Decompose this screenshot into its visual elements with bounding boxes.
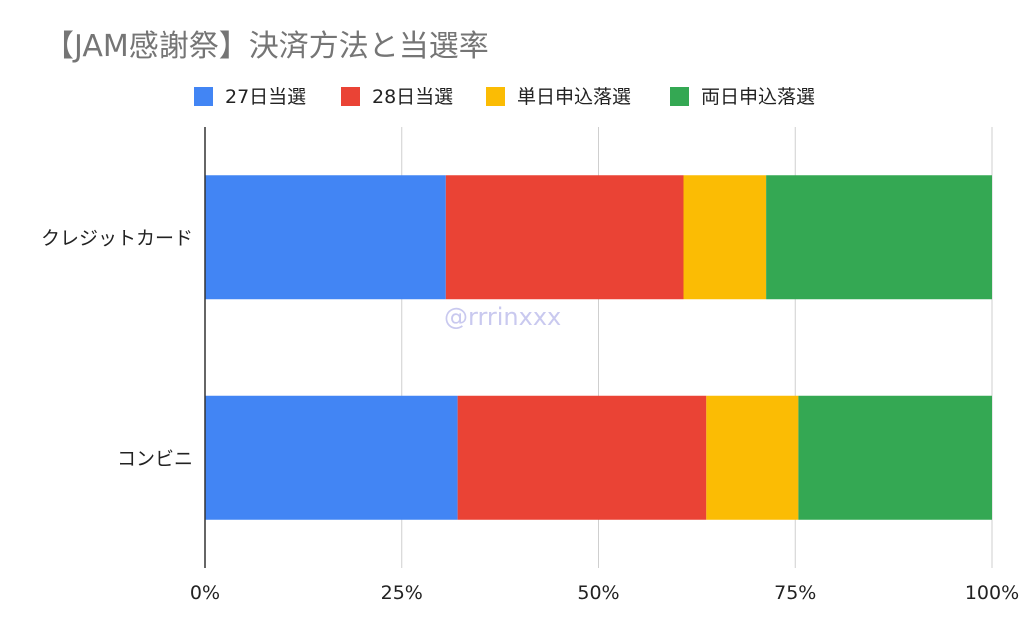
bar-1-series-2 [445,175,684,300]
category-label-2: コンビニ [117,448,193,470]
bar-2-series-1 [205,395,458,520]
bars [205,175,992,520]
bar-1-series-3 [683,175,767,300]
legend-swatch-1 [194,87,213,106]
x-tick-label-2: 50% [577,582,619,604]
legend-item-1: 27日当選 [194,86,306,108]
legend-label-1: 27日当選 [225,86,306,108]
bar-2-series-4 [798,395,992,520]
x-tick-label-1: 25% [381,582,423,604]
bar-1-series-1 [205,175,446,300]
legend-swatch-3 [486,87,505,106]
legend-label-4: 両日申込落選 [701,86,815,108]
bar-1-series-4 [766,175,992,300]
legend-label-2: 28日当選 [372,86,453,108]
bar-2-series-3 [706,395,799,520]
legend-item-4: 両日申込落選 [670,86,815,108]
bar-2-series-2 [457,395,707,520]
chart-title: 【JAM感謝祭】決済方法と当選率 [44,29,489,64]
legend-swatch-4 [670,87,689,106]
x-tick-label-3: 75% [774,582,816,604]
watermark-text: @rrrinxxx [444,303,561,331]
legend-item-2: 28日当選 [341,86,453,108]
category-label-1: クレジットカード [41,227,193,249]
legend-item-3: 単日申込落選 [486,86,631,108]
x-tick-label-4: 100% [965,582,1019,604]
legend: 27日当選 28日当選 単日申込落選 両日申込落選 [194,86,815,108]
legend-swatch-2 [341,87,360,106]
x-tick-labels: 0% 25% 50% 75% 100% [190,582,1019,604]
legend-label-3: 単日申込落選 [517,86,631,108]
x-tick-label-0: 0% [190,582,220,604]
